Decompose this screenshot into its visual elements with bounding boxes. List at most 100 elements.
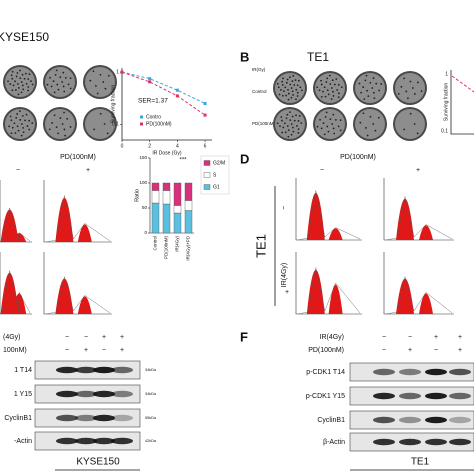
colony <box>277 86 280 89</box>
colony <box>290 96 293 99</box>
cell-line: TE1 <box>307 50 329 64</box>
colony <box>46 83 49 86</box>
colony <box>18 110 21 113</box>
blot-label: p-CDK1 T14 <box>306 369 345 376</box>
colony <box>92 70 95 73</box>
colony <box>19 69 21 72</box>
colony <box>51 122 54 124</box>
band <box>75 437 97 445</box>
dish-inner <box>315 73 345 103</box>
blot-label: p-CDK1 Y15 <box>306 393 345 400</box>
colony <box>11 89 14 92</box>
bar-segment <box>173 212 182 234</box>
colony <box>57 88 60 91</box>
colony <box>21 114 24 117</box>
sign: − <box>102 347 106 354</box>
bar-segment <box>173 182 182 206</box>
colony <box>373 97 376 99</box>
colony <box>296 91 299 94</box>
sign: + <box>458 334 462 341</box>
colony <box>291 90 294 93</box>
colony <box>56 83 59 86</box>
colony <box>296 95 299 97</box>
band <box>56 390 78 398</box>
sign: + <box>120 334 124 341</box>
colony <box>293 84 296 86</box>
colony <box>281 83 284 86</box>
sign: + <box>84 347 88 354</box>
band <box>399 416 421 424</box>
colony <box>340 86 343 89</box>
colony <box>28 73 31 76</box>
band <box>373 368 395 376</box>
bar-segment <box>151 182 160 191</box>
colony <box>324 115 327 118</box>
colony <box>69 87 72 90</box>
y-tick-label: 100 <box>139 180 147 185</box>
colony <box>24 119 26 122</box>
bar-segment <box>151 202 160 234</box>
g2-peak <box>419 293 433 314</box>
point <box>203 113 207 117</box>
x-tick-label: IR(4Gy) <box>175 235 180 251</box>
colony <box>332 90 334 93</box>
colony <box>276 82 279 85</box>
colony <box>326 89 329 92</box>
colony <box>323 86 326 89</box>
colony <box>291 115 294 118</box>
colony <box>26 125 29 127</box>
sign: + <box>458 347 462 354</box>
hist-outline <box>385 196 453 241</box>
bar-segment <box>184 182 193 201</box>
legend-label: G1 <box>213 184 220 190</box>
colony <box>416 81 419 84</box>
dish-inner <box>85 67 115 97</box>
colony <box>296 125 298 127</box>
y-axis-label: Ratio <box>134 189 140 202</box>
x-tick-label: IR(4Gy)+PD <box>186 235 191 260</box>
curve <box>451 75 474 93</box>
sign: − <box>382 334 386 341</box>
colony <box>292 126 294 129</box>
colony <box>316 125 319 128</box>
colony <box>371 87 374 89</box>
legend-box <box>200 155 230 195</box>
y-tick-label: 1 <box>445 71 448 77</box>
colony <box>362 86 365 88</box>
colony <box>326 77 329 80</box>
colony <box>372 77 375 79</box>
sign: + <box>86 167 90 174</box>
g2-peak <box>328 228 343 240</box>
g1-peak <box>0 209 19 242</box>
g1-peak <box>55 278 74 314</box>
dish-inner <box>45 67 75 97</box>
colony <box>96 92 99 95</box>
colony <box>285 94 288 97</box>
colony <box>369 81 372 84</box>
g1-peak <box>306 192 325 240</box>
colony <box>400 85 403 88</box>
colony <box>63 128 66 131</box>
colony <box>330 98 333 101</box>
colony <box>286 125 289 127</box>
legend-swatch <box>203 172 211 178</box>
band <box>56 414 78 422</box>
colony <box>332 95 335 97</box>
colony <box>61 123 64 125</box>
sign: − <box>281 206 288 210</box>
colony <box>59 76 62 79</box>
colony <box>107 74 110 77</box>
sign: + <box>102 334 106 341</box>
colony <box>20 81 23 83</box>
colony <box>64 76 67 79</box>
colony <box>292 130 295 133</box>
hist-outline <box>45 276 111 315</box>
hist-outline <box>385 276 453 315</box>
point <box>148 80 152 84</box>
sign: + <box>416 167 420 174</box>
colony <box>99 73 102 76</box>
colony <box>358 82 361 85</box>
panel-letter: D <box>240 151 249 166</box>
colony <box>295 88 298 91</box>
colony <box>362 112 365 115</box>
